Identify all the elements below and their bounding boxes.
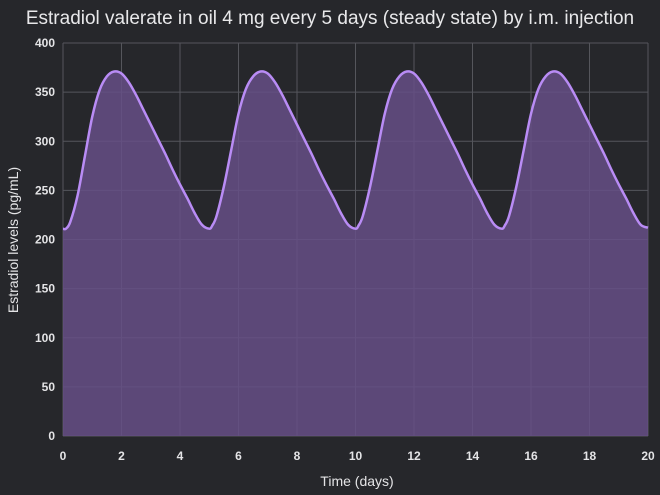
x-tick-label: 18 [583,449,597,463]
area-fill [63,71,648,436]
y-tick-label: 400 [35,36,55,50]
x-tick-label: 6 [235,449,242,463]
y-tick-label: 150 [35,282,55,296]
x-tick-label: 2 [118,449,125,463]
y-axis-ticks: 0 50 100 150 200 250 300 350 400 [35,36,55,443]
x-tick-label: 16 [524,449,538,463]
x-axis-label: Time (days) [320,473,393,489]
x-tick-label: 4 [177,449,184,463]
series-line [62,70,649,231]
x-axis-ticks: 0 2 4 6 8 10 12 14 16 18 20 [60,449,655,463]
y-tick-label: 50 [42,380,56,394]
y-tick-label: 250 [35,183,55,197]
y-tick-label: 350 [35,85,55,99]
y-tick-label: 100 [35,331,55,345]
chart-title: Estradiol valerate in oil 4 mg every 5 d… [25,8,635,29]
x-tick-label: 8 [294,449,301,463]
y-tick-label: 200 [35,233,55,247]
x-tick-label: 20 [641,449,655,463]
x-tick-label: 10 [349,449,363,463]
x-tick-label: 0 [60,449,67,463]
x-tick-label: 12 [407,449,421,463]
y-tick-label: 0 [48,429,55,443]
y-tick-label: 300 [35,134,55,148]
x-tick-label: 14 [466,449,480,463]
y-axis-label: Estradiol levels (pg/mL) [5,167,21,313]
